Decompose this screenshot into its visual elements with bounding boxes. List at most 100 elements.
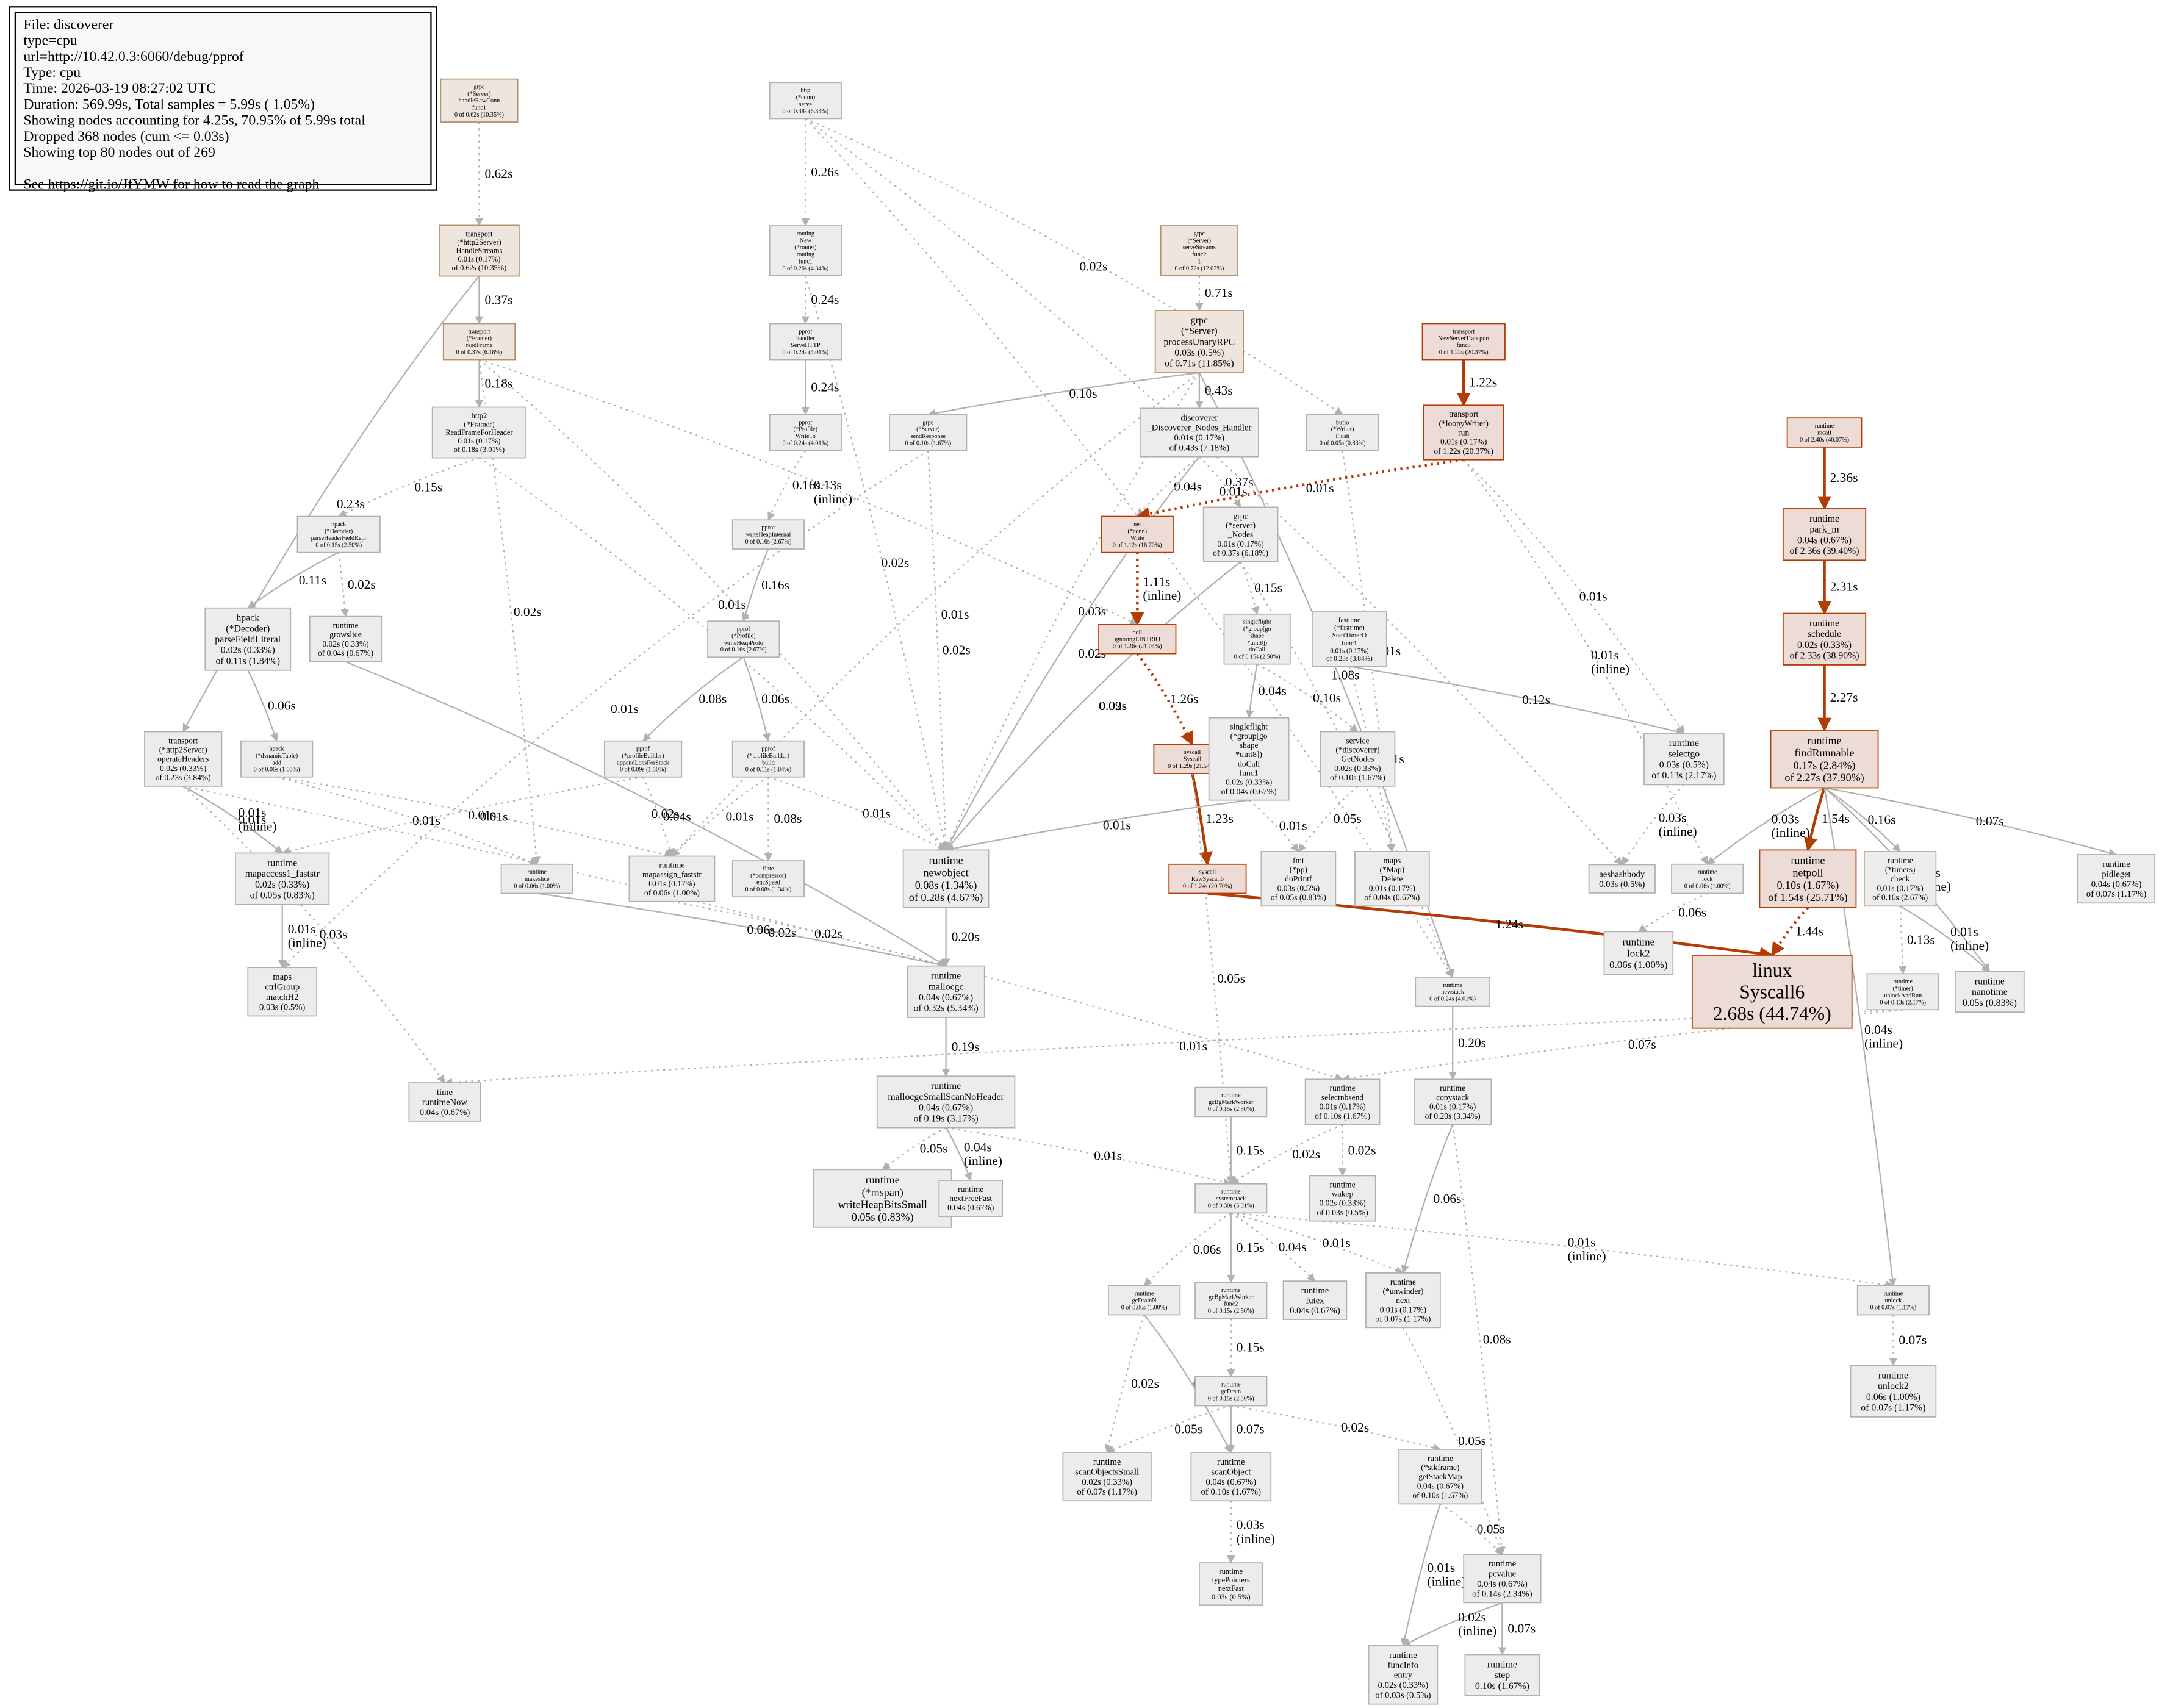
edge-label: 0.05s xyxy=(1477,1521,1505,1536)
edge xyxy=(182,785,1343,1082)
node-label: (*http2Server) xyxy=(159,745,207,755)
node-label: ServeHTTP xyxy=(791,342,821,349)
node xyxy=(1190,1452,1272,1502)
edge xyxy=(444,1009,1903,1087)
node-label: (*group[go xyxy=(1243,626,1271,633)
node-label: _Discoverer_Nodes_Handler xyxy=(1146,423,1251,433)
edge-label: 1.44s xyxy=(1795,924,1823,939)
node-label: (*Server) xyxy=(1188,237,1211,244)
node-label: runtime xyxy=(1217,1457,1245,1467)
node xyxy=(1464,1654,1540,1696)
node-label: transport xyxy=(1453,328,1475,335)
node-label: mallocgcSmallScanNoHeader xyxy=(888,1092,1004,1102)
node-label: of 1.22s (20.37%) xyxy=(1434,447,1493,456)
edge-label: 0.15s xyxy=(1237,1340,1265,1355)
node-label: (*http2Server) xyxy=(457,238,501,246)
node-label: Flush xyxy=(1335,433,1349,440)
node xyxy=(440,78,519,123)
node-label: WriteTo xyxy=(796,433,816,440)
node-label: selectgo xyxy=(1668,749,1700,759)
edge xyxy=(945,799,1249,853)
edge-label: 0.01s xyxy=(1094,1148,1122,1163)
node-label: 0 of 0.24s (4.01%) xyxy=(782,349,828,356)
node-label: check xyxy=(1891,874,1910,883)
node-label: func2 xyxy=(1224,1301,1238,1308)
edge-label: 1.08s xyxy=(1332,667,1360,682)
node-label: 0 of 0.26s (4.34%) xyxy=(782,265,828,272)
node-label: doPrintf xyxy=(1285,874,1312,883)
node-label: 0.04s (0.67%) xyxy=(1797,535,1852,545)
node-label: runtime xyxy=(1698,869,1717,876)
node-label: 0 of 0.15s (2.50%) xyxy=(1208,1395,1254,1402)
edge-label: 0.06s xyxy=(1193,1242,1221,1257)
node-label: gcBgMarkWorker xyxy=(1209,1099,1254,1106)
node-label: 0 of 1.12s (18.70%) xyxy=(1113,542,1162,549)
node-label: of 0.18s (3.01%) xyxy=(454,445,505,454)
edge-label: 0.08s xyxy=(774,811,802,826)
edge-label: (inline) xyxy=(964,1154,1002,1168)
node-label: 0 of 0.06s (1.00%) xyxy=(1684,883,1731,889)
node-label: (*Map) xyxy=(1380,865,1405,875)
edge-label: (inline) xyxy=(1950,938,1989,953)
node xyxy=(1320,731,1396,787)
edge xyxy=(1230,1405,1442,1452)
edge-label: (inline) xyxy=(1568,1249,1606,1263)
node xyxy=(1856,1285,1930,1316)
node-label: newstack xyxy=(1441,989,1465,996)
node-label: 0.17s (2.84%) xyxy=(1794,759,1856,772)
node-label: of 0.10s (1.67%) xyxy=(1412,1491,1468,1501)
edge-label: 0.02s xyxy=(768,925,796,940)
node xyxy=(1194,1282,1268,1319)
node-label: runtime xyxy=(1221,1092,1241,1099)
node-label: linux xyxy=(1752,960,1792,981)
node-label: (*compressor) xyxy=(750,872,786,879)
edge xyxy=(1463,459,1685,734)
edge-label: 1.22s xyxy=(1469,375,1497,390)
node xyxy=(1139,407,1259,458)
edge-label: 0.01s xyxy=(1950,924,1978,939)
node-label: 0 of 0.24s (4.01%) xyxy=(1429,996,1476,1003)
edge xyxy=(882,1127,947,1171)
node-label: copystack xyxy=(1436,1093,1469,1102)
node xyxy=(1671,863,1744,894)
node-label: 0.02s (0.33%) xyxy=(1334,764,1381,773)
legend-line: Showing top 80 nodes out of 269 xyxy=(23,145,215,160)
node-label: transport xyxy=(468,328,490,335)
node-label: of 0.19s (3.17%) xyxy=(913,1113,978,1124)
edge xyxy=(338,457,480,517)
node-label: 0.01s (0.17%) xyxy=(1369,883,1415,893)
edge-label: 0.01s xyxy=(1103,817,1131,832)
node-label: operateHeaders xyxy=(157,755,209,764)
edge-label: 0.01s xyxy=(1591,648,1619,662)
node-label: grpc xyxy=(922,419,934,426)
edge-label: 0.15s xyxy=(1254,581,1282,595)
node xyxy=(1955,971,2025,1013)
node-label: *uint8]) xyxy=(1235,750,1262,759)
node-label: 0 of 1.22s (20.37%) xyxy=(1439,349,1489,356)
node xyxy=(1782,508,1867,561)
node-label: of 0.07s (1.17%) xyxy=(1861,1403,1925,1413)
node-label: of 0.62s (10.35%) xyxy=(452,264,507,272)
edge-label: 0.03s xyxy=(320,927,348,942)
edge xyxy=(1230,1212,1316,1282)
edge xyxy=(1706,787,1825,865)
node-label: Syscall6 xyxy=(1739,981,1805,1002)
edge-label: 0.08s xyxy=(1483,1332,1511,1347)
node-label: (*Framer) xyxy=(464,420,494,428)
node-label: (*Server) xyxy=(1181,326,1218,337)
node xyxy=(1062,1452,1152,1502)
edge xyxy=(479,359,1138,625)
node-label: writeHeapBitsSmall xyxy=(838,1199,927,1211)
edge xyxy=(1136,458,1464,521)
node-label: 0 of 0.24s (4.01%) xyxy=(782,440,828,447)
edge-label: 2.36s xyxy=(1830,470,1858,485)
node-label: func1 xyxy=(799,258,813,265)
node-label: 0.01s (0.17%) xyxy=(1319,1102,1365,1112)
node-label: 0 of 0.38s (6.34%) xyxy=(782,108,828,115)
node-label: 0.02s (0.33%) xyxy=(322,639,368,649)
node-label: 0.01s (0.17%) xyxy=(1380,1305,1426,1315)
edge-label: 0.07s xyxy=(1628,1037,1656,1052)
legend-line: See https://git.io/JfYMW for how to read… xyxy=(23,176,319,192)
edge-label: 1.54s xyxy=(1822,811,1850,826)
node-label: runtime xyxy=(1330,1083,1356,1093)
